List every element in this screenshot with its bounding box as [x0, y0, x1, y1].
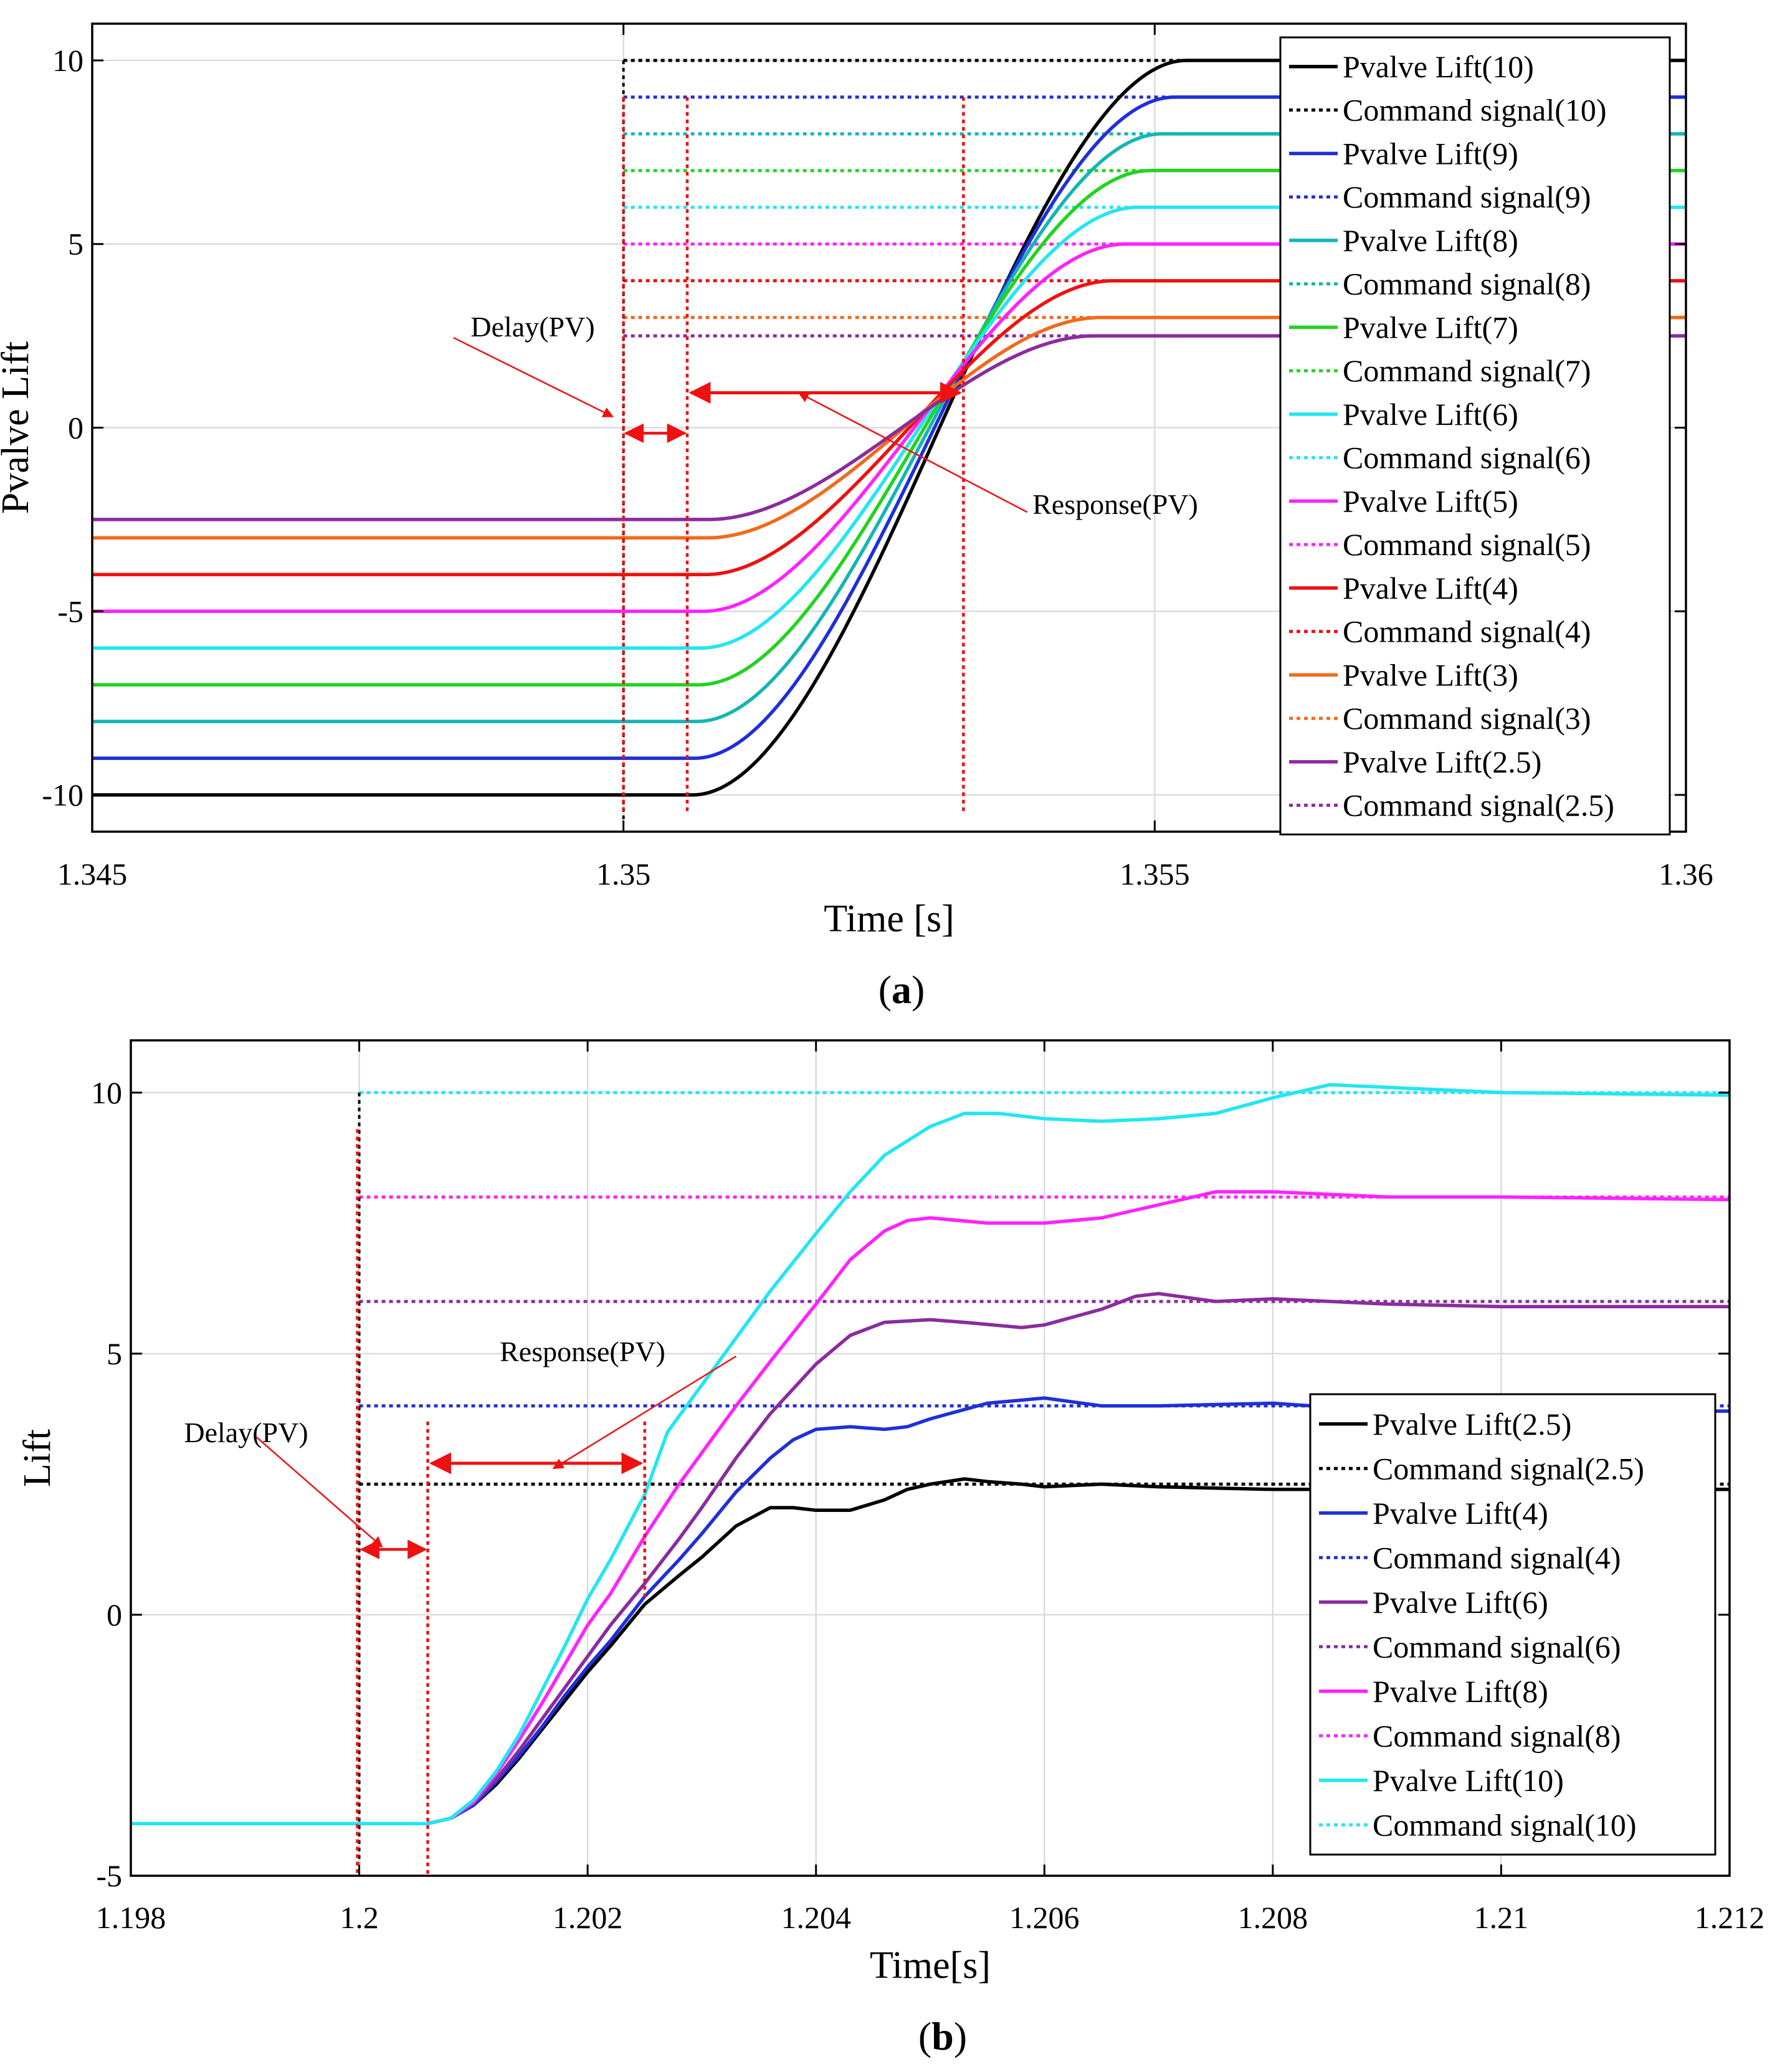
panel-a-legend-entry-command-signal-5: Command signal(5): [1343, 527, 1591, 562]
panel-a-legend-entry-pvalve-lift-8: Pvalve Lift(8): [1343, 223, 1518, 258]
panel-b-series-pvalve-lift-4: [131, 1396, 1730, 1825]
panel-a-caption-close: ): [912, 967, 925, 1012]
panel-b-annotation-leader-delay-pv: [255, 1437, 383, 1548]
panel-b-y-axis-label: Lift: [16, 1429, 59, 1487]
panel-a-legend-entry-command-signal-6: Command signal(6): [1343, 440, 1591, 475]
panel-b-legend-entry-command-signal-10: Command signal(10): [1373, 1807, 1637, 1842]
panel-a-xtick-label-1-355: 1.355: [1120, 857, 1190, 891]
panel-b-series-pvalve-lift-6: [131, 1291, 1730, 1825]
panel-b-ytick-label-5: 5: [107, 1336, 122, 1371]
panel-b-xtick-label-1-208: 1.208: [1238, 1900, 1308, 1935]
panel-b: Response(PV) Delay(PV) 1.198 1.2 1.202 1.204…: [16, 1039, 1765, 2058]
panel-b-xtick-label-1-21: 1.21: [1474, 1900, 1529, 1935]
panel-a-legend-entry-pvalve-lift-10: Pvalve Lift(10): [1343, 49, 1534, 84]
panel-a-ytick-label-0: 0: [68, 411, 83, 445]
panel-b-series-pvalve-lift-10: [131, 1083, 1730, 1825]
panel-a-legend-entry-pvalve-lift-4: Pvalve Lift(4): [1343, 571, 1518, 606]
panel-a-legend-box: [1279, 36, 1671, 835]
panel-a-legend-entry-pvalve-lift-5: Pvalve Lift(5): [1343, 483, 1518, 518]
panel-b-annotation-delay-pv: Delay(PV): [184, 1417, 308, 1448]
panel-a-y-axis-label: Pvalve Lift: [0, 341, 37, 514]
command-lines-b: [358, 1091, 1730, 1863]
panel-a-xtick-label-1-36: 1.36: [1659, 857, 1713, 891]
panel-b-xtick-label-1-204: 1.204: [781, 1900, 851, 1935]
panel-a-legend-entry-command-signal-4: Command signal(4): [1343, 614, 1591, 649]
panel-b-legend-entry-command-signal-2-5: Command signal(2.5): [1373, 1451, 1644, 1486]
panel-a-ytick-label-10: -10: [42, 777, 83, 812]
panel-a-legend-entry-command-signal-2-5: Command signal(2.5): [1343, 788, 1614, 823]
panel-a: Delay(PV) Response(PV) 1.345 1.35 1.355 1.36…: [0, 22, 1713, 1012]
panel-b-plot-frame: [130, 1039, 1731, 1877]
panel-b-caption-close: ): [954, 2014, 967, 2058]
panel-b-legend-box: [1309, 1393, 1716, 1856]
panel-a-caption: (a): [878, 967, 925, 1012]
panel-b-caption-letter: b: [931, 2014, 954, 2058]
panel-b-caption-open: (: [918, 2014, 931, 2058]
panel-a-ytick-label-10: 10: [52, 43, 83, 78]
annotation-marks-a: Delay(PV) Response(PV): [453, 97, 1198, 813]
panel-b-legend-entry-pvalve-lift-2-5: Pvalve Lift(2.5): [1373, 1407, 1571, 1442]
panel-b-xtick-label-1-212: 1.212: [1695, 1900, 1765, 1935]
panel-a-caption-letter: a: [892, 967, 912, 1012]
panel-b-annotation-leader-response-pv: [552, 1356, 737, 1470]
panel-b-ytick-label-5: -5: [96, 1858, 122, 1893]
panel-b-xtick-label-1-198: 1.198: [96, 1900, 166, 1935]
axes-b: 1.198 1.2 1.202 1.204 1.206 1.208 1.21 1.212 -5 0…: [16, 1039, 1765, 2058]
panel-a-annotation-leader-delay-pv: [453, 336, 614, 417]
panel-b-legend-entry-command-signal-8: Command signal(8): [1373, 1718, 1621, 1753]
panel-b-legend-entry-command-signal-4: Command signal(4): [1373, 1540, 1621, 1575]
panel-a-legend-entry-pvalve-lift-6: Pvalve Lift(6): [1343, 397, 1518, 432]
panel-b-legend-entry-pvalve-lift-4: Pvalve Lift(4): [1373, 1496, 1548, 1531]
panel-b-legend-entry-pvalve-lift-10: Pvalve Lift(10): [1373, 1763, 1564, 1798]
annotation-marks-b: Response(PV) Delay(PV): [184, 1129, 737, 1876]
panel-b-series-pvalve-lift-8: [131, 1190, 1730, 1825]
panel-a-annotation-delay-pv: Delay(PV): [470, 311, 594, 343]
legend-a: Pvalve Lift(10) Command signal(10) Pvalve …: [1279, 36, 1671, 835]
panel-b-xtick-label-1-2: 1.2: [340, 1900, 379, 1935]
panel-a-legend-entry-pvalve-lift-9: Pvalve Lift(9): [1343, 136, 1518, 171]
panel-a-ytick-label-5: 5: [68, 227, 83, 262]
panel-b-series-pvalve-lift-2-5: [131, 1477, 1730, 1825]
panel-a-ytick-label-5: -5: [57, 594, 83, 629]
panel-a-xtick-label-1-35: 1.35: [596, 857, 651, 891]
panel-b-legend-entry-pvalve-lift-8: Pvalve Lift(8): [1373, 1674, 1548, 1709]
panel-b-annotation-response-pv: Response(PV): [500, 1336, 665, 1367]
panel-b-xtick-label-1-202: 1.202: [553, 1900, 623, 1935]
panel-b-legend-entry-pvalve-lift-6: Pvalve Lift(6): [1373, 1585, 1548, 1620]
panel-a-legend-entry-command-signal-10: Command signal(10): [1343, 93, 1607, 128]
panel-a-annotation-leader-response-pv: [797, 392, 1028, 513]
panel-a-xtick-label-1-345: 1.345: [57, 857, 128, 891]
panel-a-legend-entry-pvalve-lift-3: Pvalve Lift(3): [1343, 657, 1518, 692]
panel-b-legend-entry-command-signal-6: Command signal(6): [1373, 1629, 1621, 1664]
panel-a-legend-entry-command-signal-8: Command signal(8): [1343, 267, 1591, 302]
panel-a-legend-entry-pvalve-lift-7: Pvalve Lift(7): [1343, 310, 1518, 345]
panel-b-xtick-label-1-206: 1.206: [1009, 1900, 1080, 1935]
panel-b-x-axis-label: Time[s]: [870, 1944, 991, 1987]
panel-a-legend-entry-command-signal-9: Command signal(9): [1343, 179, 1591, 214]
panel-a-legend-entry-command-signal-3: Command signal(3): [1343, 701, 1591, 736]
legend-b: Pvalve Lift(2.5) Command signal(2.5) Pvalv…: [1309, 1393, 1716, 1856]
panel-a-legend-entry-pvalve-lift-2-5: Pvalve Lift(2.5): [1343, 744, 1541, 779]
axes-a: 1.345 1.35 1.355 1.36 -10 -5 0 5 10 Time [s] Pvalv…: [0, 22, 1713, 1012]
panel-a-caption-open: (: [878, 967, 892, 1012]
lift-lines-b: [131, 1083, 1730, 1825]
panel-a-legend-entry-command-signal-7: Command signal(7): [1343, 353, 1591, 388]
panel-b-ytick-label-0: 0: [107, 1597, 122, 1632]
panel-a-annotation-response-pv: Response(PV): [1032, 488, 1198, 520]
panel-b-caption: (b): [918, 2014, 967, 2058]
panel-a-x-axis-label: Time [s]: [824, 898, 955, 940]
panel-b-ytick-label-10: 10: [91, 1075, 122, 1110]
